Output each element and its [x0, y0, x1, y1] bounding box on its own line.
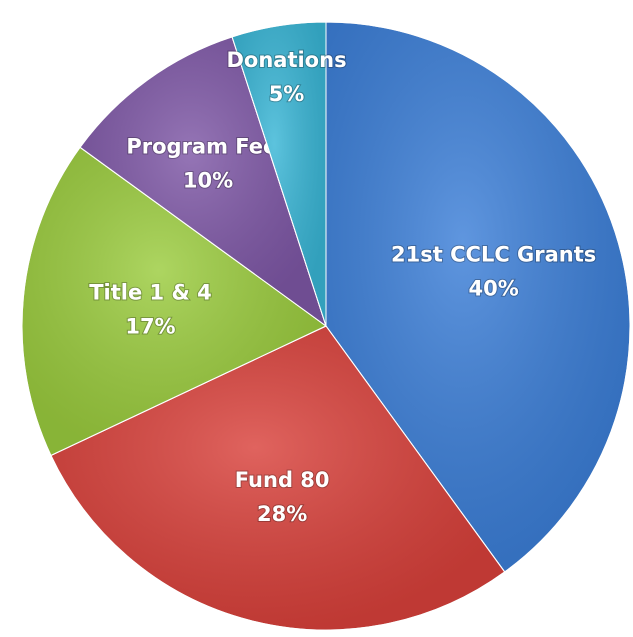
- slice-value-label: 5%: [269, 82, 305, 106]
- slice-label: Title 1 & 4: [89, 280, 211, 304]
- slice-value-label: 40%: [469, 277, 519, 301]
- slice-label: Fund 80: [235, 468, 330, 492]
- slice-value-label: 10%: [183, 169, 233, 193]
- slice-value-label: 17%: [125, 314, 175, 338]
- slice-label: Donations: [226, 48, 346, 72]
- slice-label: 21st CCLC Grants: [391, 243, 596, 267]
- slice-value-label: 28%: [257, 502, 307, 526]
